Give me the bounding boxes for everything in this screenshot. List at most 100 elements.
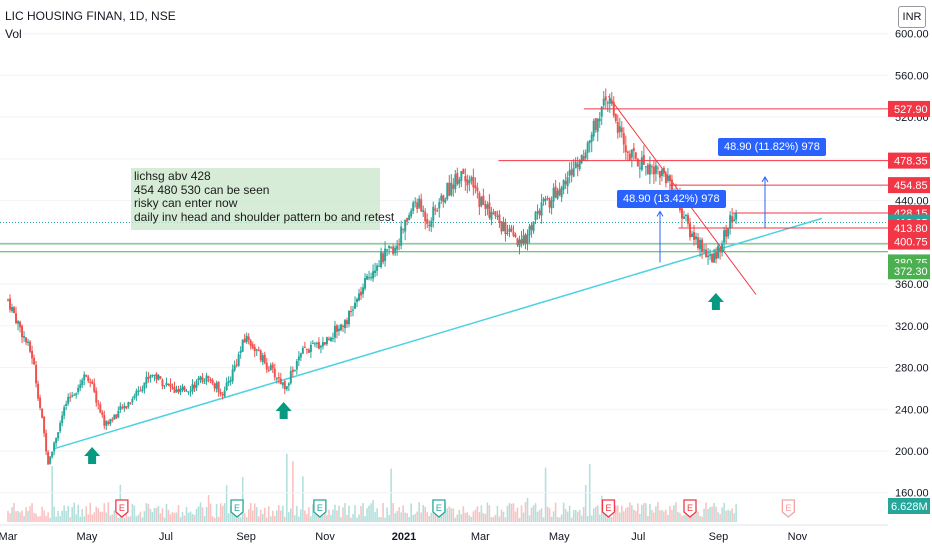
candle-body <box>580 154 583 163</box>
volume-bar <box>602 509 605 522</box>
candle-body <box>329 337 332 342</box>
candle-body <box>516 238 519 245</box>
earnings-marker[interactable]: E <box>601 499 616 518</box>
volume-bar <box>141 517 144 522</box>
volume-bar <box>430 512 433 522</box>
volume-bar <box>709 506 711 522</box>
candle-body <box>241 339 244 352</box>
volume-bar <box>225 485 228 522</box>
currency-button[interactable]: INR <box>898 6 926 28</box>
earnings-marker[interactable]: E <box>683 499 697 518</box>
candle-body <box>684 214 687 216</box>
candle-body <box>442 195 445 202</box>
candle-body <box>570 169 573 175</box>
candle-body <box>480 197 483 206</box>
candle-body <box>331 338 334 340</box>
candle-body <box>317 342 320 349</box>
volume-bar <box>89 502 92 522</box>
volume-bar <box>592 508 595 522</box>
price-level-badge <box>888 263 930 280</box>
volume-bar <box>701 516 703 522</box>
candle-body <box>562 180 565 190</box>
volume-bar <box>468 515 471 522</box>
volume-bar <box>484 513 487 522</box>
candle-body <box>111 419 114 421</box>
uptrend-line <box>53 217 823 450</box>
volume-bar <box>25 507 27 522</box>
volume-bar <box>376 508 378 522</box>
candle-body <box>735 213 738 220</box>
earnings-marker[interactable]: E <box>781 499 796 518</box>
candle-body <box>337 328 340 332</box>
volume-bar <box>683 515 685 522</box>
svg-text:E: E <box>605 503 611 513</box>
earnings-marker[interactable]: E <box>115 499 129 518</box>
volume-bar <box>259 509 262 522</box>
candle-body <box>247 336 250 341</box>
volume-bar <box>115 513 118 522</box>
volume-bar <box>572 510 575 522</box>
volume-bar <box>193 514 196 522</box>
candle-body <box>394 247 397 254</box>
volume-bar <box>470 516 473 522</box>
volume-bar <box>452 508 455 522</box>
candle-body <box>225 382 228 390</box>
time-axis[interactable]: Mar May Jul Sep Nov 2021 Mar May Jul Sep Nov <box>0 524 888 543</box>
volume-bar <box>635 510 637 522</box>
candle-body <box>237 354 240 366</box>
volume-bar <box>275 510 278 522</box>
earnings-marker[interactable]: E <box>432 499 446 518</box>
volume-bar <box>63 505 65 522</box>
volume-bar <box>125 510 128 522</box>
x-tick-label: Sep <box>709 531 729 543</box>
volume-bar <box>17 510 19 522</box>
candle-body <box>295 361 298 370</box>
candle-body <box>155 373 158 380</box>
candle-body <box>492 212 495 214</box>
candle-body <box>548 198 551 208</box>
volume-bar <box>101 511 104 522</box>
candle-body <box>163 385 166 387</box>
candle-body <box>691 233 694 237</box>
volume-bar <box>604 513 607 522</box>
candle-body <box>378 265 381 267</box>
volume-bar <box>422 505 425 522</box>
earnings-marker[interactable]: E <box>313 499 327 518</box>
volume-bar <box>127 516 130 522</box>
candle-body <box>428 224 431 227</box>
volume-bar <box>727 509 729 522</box>
candle-body <box>542 198 545 202</box>
volume-bar <box>360 506 362 522</box>
candle-body <box>660 169 663 177</box>
candle-body <box>432 206 435 221</box>
candle-body <box>151 374 154 376</box>
candle-body <box>211 380 214 384</box>
volume-bar <box>332 509 334 522</box>
volume-bar <box>49 517 51 522</box>
candle-body <box>424 211 427 222</box>
candle-body <box>27 341 30 343</box>
candle-body <box>19 321 22 328</box>
volume-bar <box>189 511 192 522</box>
candle-body <box>217 381 220 393</box>
volume-bar <box>113 510 116 522</box>
candle-body <box>508 228 511 233</box>
volume-bar <box>542 517 545 522</box>
candle-body <box>550 200 553 209</box>
candle-body <box>115 414 118 419</box>
candle-body <box>41 408 44 418</box>
candle-body <box>313 343 316 345</box>
candle-body <box>380 252 383 268</box>
candle-body <box>127 402 130 407</box>
volume-bar <box>731 508 733 522</box>
volume-bar <box>392 503 394 522</box>
candle-body <box>434 208 437 211</box>
volume-bar <box>155 507 158 522</box>
candle-body <box>129 402 132 404</box>
volume-bar <box>667 514 669 522</box>
candle-body <box>514 234 517 238</box>
price-axis[interactable]: 600.00560.00520.00480.00440.00400.00360.… <box>888 29 930 514</box>
earnings-marker[interactable]: E <box>230 499 244 518</box>
candle-body <box>632 147 635 152</box>
